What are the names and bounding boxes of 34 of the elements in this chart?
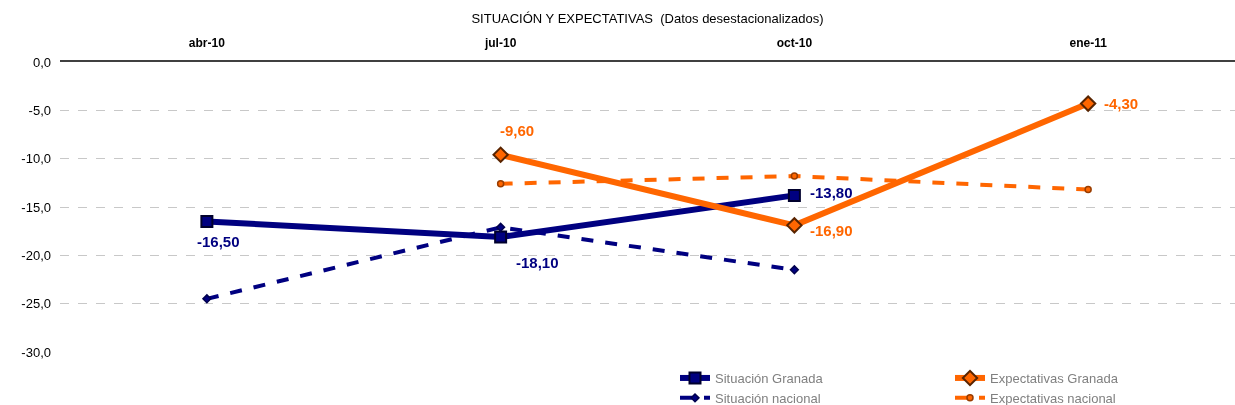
data-label: -4,30 — [1104, 95, 1139, 112]
point — [786, 217, 803, 234]
y-tick-label: -5,0 — [28, 102, 51, 118]
data-label: -18,10 — [516, 254, 559, 271]
point — [202, 294, 212, 304]
point — [1079, 95, 1097, 112]
data-label: -9,60 — [500, 122, 535, 139]
point — [492, 146, 509, 163]
y-tick-label: 0,0 — [32, 54, 51, 70]
point — [495, 222, 506, 232]
point — [496, 180, 505, 188]
y-tick-label: -30,0 — [21, 344, 51, 360]
point — [787, 188, 801, 202]
legend-label: Situación nacional — [715, 390, 821, 405]
point — [789, 265, 800, 275]
data-label: -16,90 — [810, 222, 853, 239]
chart-title: SITUACIÓN Y EXPECTATIVAS (Datos desestacionalizados) — [471, 10, 824, 26]
x-tick-label: oct-10 — [776, 36, 813, 51]
x-tick-label: jul-10 — [483, 36, 517, 51]
data-label: -13,80 — [810, 184, 853, 201]
point — [494, 230, 508, 244]
legend-label: Expectativas Granada — [990, 371, 1119, 387]
x-tick-label: abr-10 — [188, 36, 226, 51]
point — [790, 172, 799, 180]
point — [200, 215, 214, 228]
point — [1084, 185, 1092, 194]
legend-label: Situación Granada — [715, 371, 824, 387]
y-tick-label: -20,0 — [21, 247, 51, 263]
y-tick-label: -25,0 — [21, 296, 51, 312]
legend-label: Expectativas nacional — [990, 390, 1116, 405]
y-tick-label: -10,0 — [21, 151, 51, 167]
y-tick-label: -15,0 — [21, 199, 51, 215]
x-tick-label: ene-11 — [1069, 36, 1108, 51]
data-label: -16,50 — [197, 233, 240, 250]
